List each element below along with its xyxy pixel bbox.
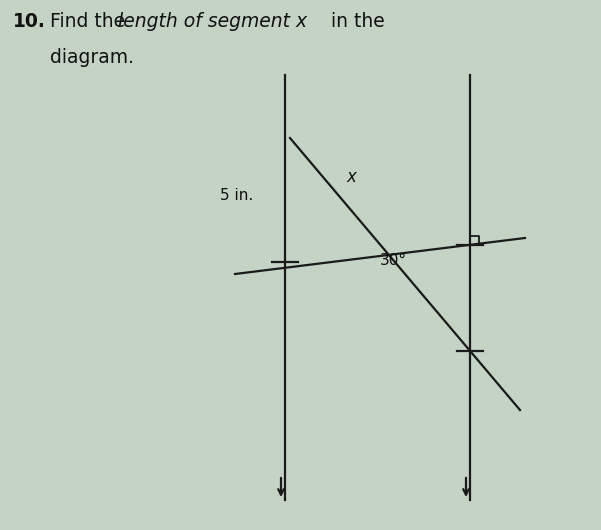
Text: in the: in the: [325, 12, 385, 31]
Text: 10.: 10.: [13, 12, 46, 31]
Text: x: x: [346, 167, 356, 185]
Text: length of segment x: length of segment x: [118, 12, 307, 31]
Text: Find the: Find the: [50, 12, 131, 31]
Text: diagram.: diagram.: [50, 48, 134, 67]
Text: 5 in.: 5 in.: [220, 188, 253, 202]
Text: 30°: 30°: [380, 253, 407, 268]
